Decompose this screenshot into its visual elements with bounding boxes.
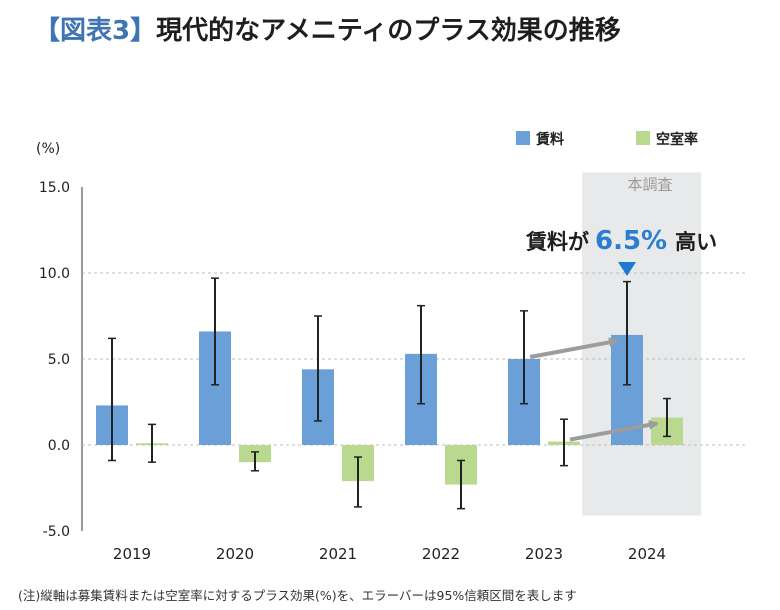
- footnote: (注)縦軸は募集賃料または空室率に対するプラス効果(%)を、エラーバーは95%信…: [18, 588, 577, 603]
- x-tick-label: 2022: [422, 545, 460, 563]
- vacancy-trend-arrow: [569, 420, 659, 442]
- highlight-label: 本調査: [627, 176, 672, 194]
- callout-text: 賃料が 6.5% 高い: [525, 226, 717, 256]
- legend-rent-swatch: [516, 131, 530, 145]
- callout-suffix: 高い: [675, 230, 717, 254]
- figure-tag: 【図表3】: [34, 16, 157, 46]
- callout-prefix: 賃料が: [525, 230, 589, 254]
- y-axis-unit: (%): [36, 141, 60, 157]
- x-tick-label: 2019: [113, 545, 151, 563]
- x-tick-label: 2024: [628, 545, 666, 563]
- legend-vacancy-swatch: [636, 131, 650, 145]
- y-tick-label: 0.0: [48, 438, 70, 454]
- legend-rent-label: 賃料: [535, 131, 564, 148]
- x-tick-label: 2021: [319, 545, 357, 563]
- figure-title: 現代的なアメニティのプラス効果の推移: [156, 16, 621, 46]
- legend-vacancy-label: 空室率: [656, 131, 698, 148]
- callout-value: 6.5%: [595, 226, 667, 256]
- callout-marker: [618, 262, 636, 276]
- x-tick-label: 2020: [216, 545, 254, 563]
- rent-trend-arrow: [529, 337, 619, 359]
- y-tick-label: 10.0: [39, 266, 70, 282]
- y-tick-label: 15.0: [39, 180, 70, 196]
- y-tick-label: -5.0: [43, 524, 70, 540]
- y-tick-label: 5.0: [48, 352, 70, 368]
- x-tick-label: 2023: [525, 545, 563, 563]
- chart-title: 【図表3】現代的なアメニティのプラス効果の推移: [34, 10, 621, 47]
